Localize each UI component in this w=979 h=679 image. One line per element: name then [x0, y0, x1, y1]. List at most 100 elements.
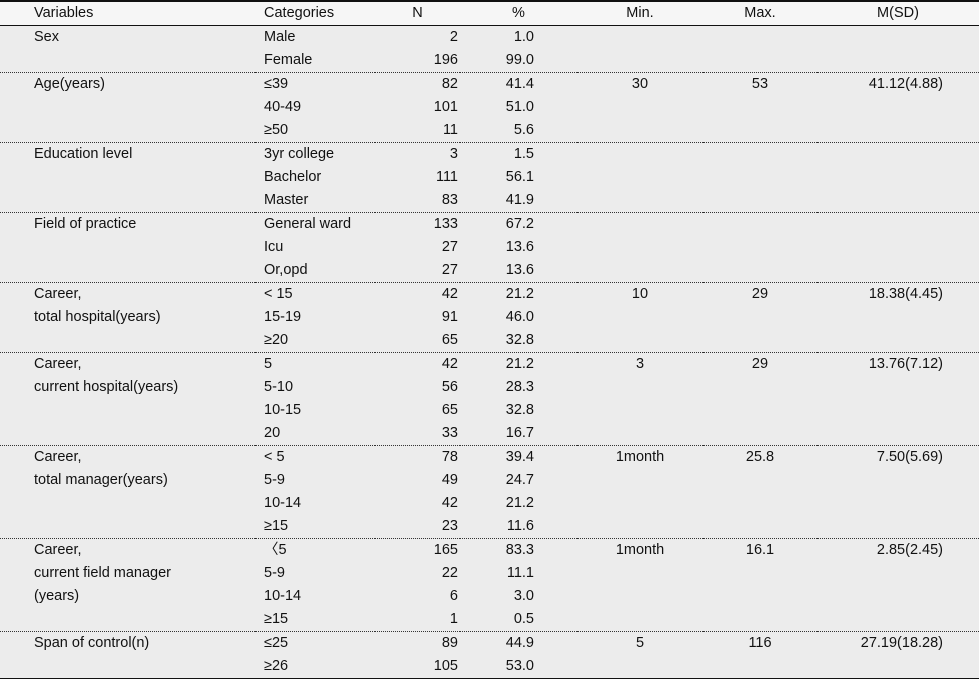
- category-cell: 5-10: [264, 378, 294, 395]
- category-cell: Icu: [264, 238, 284, 255]
- variable-label: (years): [34, 587, 80, 604]
- min-cell: 10: [577, 281, 703, 306]
- variable-label: [0, 96, 255, 119]
- n-cell: 78: [375, 444, 460, 469]
- percent-cell: 13.6: [505, 238, 534, 255]
- n-cell: 22: [441, 564, 458, 581]
- variable-label: Career,: [0, 444, 255, 469]
- header-msd: M(SD): [817, 0, 979, 26]
- min-cell: [577, 585, 703, 608]
- max-cell: 16.1: [703, 537, 817, 562]
- category-cell: 10-14: [264, 494, 302, 511]
- max-cell: [703, 469, 817, 492]
- max-cell: [703, 399, 817, 422]
- table-row: Or,opd 27 13.6: [0, 259, 979, 283]
- min-cell: [577, 211, 703, 236]
- percent-cell: 39.4: [460, 444, 577, 469]
- percent-cell: 21.2: [460, 281, 577, 306]
- percent-cell: 46.0: [505, 308, 534, 325]
- min-cell: [577, 141, 703, 166]
- n-cell: 165: [375, 537, 460, 562]
- min-cell: 1month: [577, 537, 703, 562]
- max-cell: [703, 25, 817, 49]
- percent-cell: 5.6: [513, 121, 534, 138]
- category-cell: Or,opd: [264, 261, 308, 278]
- max-cell: [703, 306, 817, 329]
- percent-cell: 44.9: [460, 630, 577, 655]
- mean-sd-cell: [817, 585, 979, 608]
- category-cell: < 5: [255, 444, 375, 469]
- variable-label: [0, 654, 255, 679]
- mean-sd-cell: [817, 376, 979, 399]
- variable-label: Field of practice: [0, 211, 255, 236]
- n-cell: 11: [442, 121, 458, 138]
- table-row: Career, 5 42 21.2 3 29 13.76(7.12): [0, 351, 979, 376]
- mean-sd-cell: [817, 422, 979, 446]
- n-cell: 27: [441, 238, 458, 255]
- table-row: Career, < 15 42 21.2 10 29 18.38(4.45): [0, 281, 979, 306]
- min-cell: [577, 399, 703, 422]
- n-cell: 27: [441, 261, 458, 278]
- table-row: ≥15 1 0.5: [0, 608, 979, 632]
- n-cell: 196: [433, 51, 458, 68]
- category-cell: ≥20: [264, 331, 289, 348]
- mean-sd-cell: [817, 515, 979, 539]
- percent-cell: 32.8: [505, 401, 534, 418]
- percent-cell: 16.7: [505, 424, 534, 441]
- n-cell: 6: [449, 587, 458, 604]
- mean-sd-cell: 13.76(7.12): [817, 351, 979, 376]
- variable-label: [0, 236, 255, 259]
- variable-label: current field manager: [34, 564, 172, 581]
- category-cell: Master: [264, 191, 309, 208]
- mean-sd-cell: [817, 236, 979, 259]
- table-row: ≥15 23 11.6: [0, 515, 979, 539]
- min-cell: 3: [577, 351, 703, 376]
- variable-label: Age(years): [0, 71, 255, 96]
- max-cell: [703, 422, 817, 446]
- mean-sd-cell: [817, 141, 979, 166]
- mean-sd-cell: [817, 119, 979, 143]
- max-cell: [703, 654, 817, 679]
- variable-label: [0, 422, 255, 446]
- max-cell: [703, 189, 817, 213]
- table-row: (years) 10-14 6 3.0: [0, 585, 979, 608]
- max-cell: 29: [703, 281, 817, 306]
- table-body: Sex Male 2 1.0 Female 196 99.0 Age(years) ≤39 82 4…: [0, 25, 979, 679]
- table-row: ≥20 65 32.8: [0, 329, 979, 353]
- max-cell: [703, 562, 817, 585]
- percent-cell: 0.5: [513, 610, 534, 627]
- variable-label: Span of control(n): [0, 630, 255, 655]
- mean-sd-cell: [817, 49, 979, 73]
- max-cell: [703, 141, 817, 166]
- table-row: Sex Male 2 1.0: [0, 25, 979, 49]
- variable-label: [0, 119, 255, 143]
- table-row: Female 196 99.0: [0, 49, 979, 73]
- header-min: Min.: [577, 0, 703, 26]
- min-cell: [577, 49, 703, 73]
- mean-sd-cell: [817, 399, 979, 422]
- header-variables: Variables: [0, 0, 255, 26]
- variable-label: current hospital(years): [34, 378, 179, 395]
- min-cell: [577, 492, 703, 515]
- variable-label: [0, 49, 255, 73]
- mean-sd-cell: [817, 259, 979, 283]
- mean-sd-cell: 2.85(2.45): [817, 537, 979, 562]
- n-cell: 23: [441, 517, 458, 534]
- min-cell: [577, 236, 703, 259]
- table-row: ≥50 11 5.6: [0, 119, 979, 143]
- mean-sd-cell: 41.12(4.88): [817, 71, 979, 96]
- percent-cell: 28.3: [505, 378, 534, 395]
- n-cell: 33: [441, 424, 458, 441]
- category-cell: 10-15: [264, 401, 302, 418]
- table-row: 10-15 65 32.8: [0, 399, 979, 422]
- n-cell: 42: [375, 351, 460, 376]
- table-row: current field manager 5-9 22 11.1: [0, 562, 979, 585]
- n-cell: 89: [375, 630, 460, 655]
- variable-label: Education level: [0, 141, 255, 166]
- mean-sd-cell: [817, 211, 979, 236]
- n-cell: 91: [441, 308, 458, 325]
- percent-cell: 41.9: [505, 191, 534, 208]
- mean-sd-cell: [817, 189, 979, 213]
- variable-label: [0, 515, 255, 539]
